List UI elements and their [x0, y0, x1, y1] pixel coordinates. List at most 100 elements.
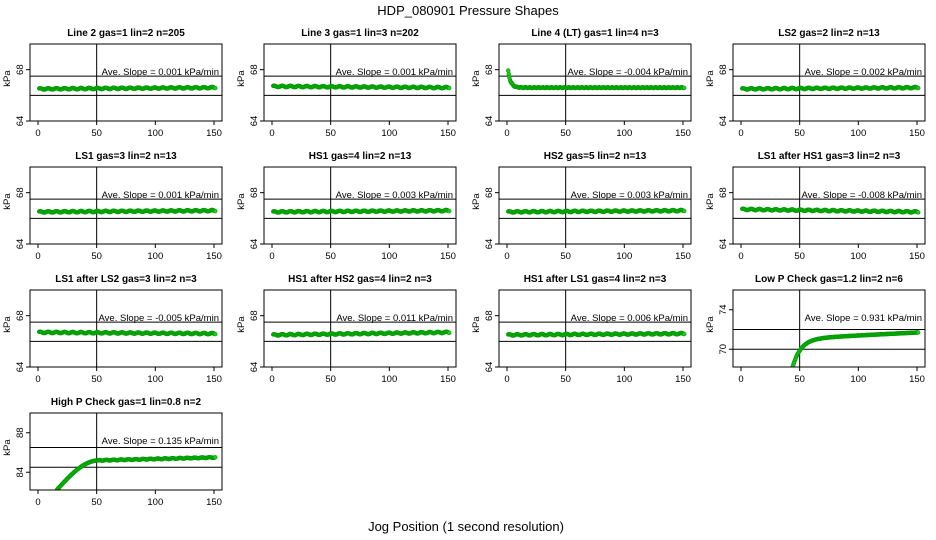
panel-title: HS2 gas=5 lin=2 n=13 — [544, 151, 647, 162]
x-tick-label: 100 — [147, 374, 163, 385]
point-series — [271, 83, 452, 91]
x-tick-label: 50 — [325, 251, 336, 262]
y-tick-label: 64 — [249, 239, 260, 250]
x-tick-label: 100 — [147, 128, 163, 139]
panel-frame — [29, 289, 223, 368]
x-tick-label: 50 — [325, 374, 336, 385]
slope-annotation: Ave. Slope = 0.001 kPa/min — [102, 190, 219, 201]
slope-annotation: Ave. Slope = 0.002 kPa/min — [805, 67, 922, 78]
x-tick-label: 150 — [440, 374, 456, 385]
chart-panel: Low P Check gas=1.2 lin=2 n=6 Ave. Slope … — [705, 274, 926, 385]
x-tick-label: 50 — [560, 128, 571, 139]
x-tick-label: 0 — [738, 251, 743, 262]
panel-title: HS1 gas=4 lin=2 n=13 — [309, 151, 412, 162]
y-tick-label: 64 — [484, 116, 495, 127]
x-tick-label: 150 — [675, 251, 691, 262]
panel-frame — [263, 166, 457, 245]
y-axis-label: kPa — [2, 193, 13, 210]
data-point — [447, 330, 452, 335]
chart-panel: HS2 gas=5 lin=2 n=13 Ave. Slope = 0.003 k… — [471, 151, 692, 262]
x-tick-label: 100 — [381, 374, 397, 385]
y-axis-label: kPa — [2, 439, 13, 456]
y-axis-label: kPa — [471, 193, 482, 210]
y-tick-label: 68 — [718, 187, 729, 198]
panel-frame — [732, 166, 926, 245]
figure-title: HDP_080901 Pressure Shapes — [377, 3, 559, 18]
x-tick-label: 150 — [206, 497, 222, 508]
chart-panel: Line 2 gas=1 lin=2 n=205 Ave. Slope = 0.0… — [2, 28, 223, 139]
y-axis-label: kPa — [236, 316, 247, 333]
y-axis-label: kPa — [705, 193, 716, 210]
slope-annotation: Ave. Slope = -0.008 kPa/min — [802, 190, 923, 201]
y-tick-label: 64 — [15, 362, 26, 373]
chart-panel: Line 3 gas=1 lin=3 n=202 Ave. Slope = 0.0… — [236, 28, 457, 139]
slope-annotation: Ave. Slope = 0.003 kPa/min — [571, 190, 688, 201]
point-series — [271, 329, 452, 338]
x-tick-label: 100 — [147, 251, 163, 262]
panel-grid: Line 2 gas=1 lin=2 n=205 Ave. Slope = 0.0… — [2, 28, 926, 508]
point-series — [36, 207, 218, 215]
data-point — [681, 331, 687, 337]
y-tick-label: 68 — [15, 187, 26, 198]
x-tick-label: 100 — [850, 374, 866, 385]
data-point — [681, 208, 687, 214]
panel-frame — [498, 43, 692, 122]
x-tick-label: 150 — [909, 374, 925, 385]
y-tick-label: 64 — [15, 239, 26, 250]
data-point — [213, 331, 218, 337]
data-point — [213, 208, 218, 214]
data-point — [447, 85, 452, 91]
chart-panel: High P Check gas=1 lin=0.8 n=2 Ave. Slope… — [2, 397, 223, 508]
point-series — [506, 68, 687, 91]
y-axis-label: kPa — [705, 316, 716, 333]
x-tick-label: 100 — [616, 374, 632, 385]
y-tick-label: 64 — [249, 116, 260, 127]
point-series — [36, 84, 218, 92]
point-series — [506, 207, 687, 215]
data-point — [447, 208, 452, 214]
y-axis-label: kPa — [236, 70, 247, 87]
panel-frame — [29, 166, 223, 245]
x-tick-label: 50 — [560, 374, 571, 385]
panel-frame — [29, 412, 223, 491]
y-tick-label: 70 — [718, 344, 729, 355]
chart-panel: LS1 after HS1 gas=3 lin=2 n=3 Ave. Slope … — [705, 151, 926, 262]
point-series — [271, 207, 452, 215]
point-series — [54, 455, 218, 490]
x-tick-label: 100 — [147, 497, 163, 508]
point-series — [739, 84, 921, 92]
panel-title: LS1 after HS1 gas=3 lin=2 n=3 — [758, 151, 901, 162]
y-tick-label: 88 — [15, 427, 26, 438]
x-tick-label: 0 — [35, 128, 40, 139]
x-tick-label: 100 — [381, 251, 397, 262]
y-axis-label: kPa — [236, 193, 247, 210]
panel-frame — [498, 166, 692, 245]
y-axis-label: kPa — [705, 70, 716, 87]
x-tick-label: 50 — [794, 128, 805, 139]
x-tick-label: 50 — [794, 374, 805, 385]
x-tick-label: 50 — [91, 497, 102, 508]
x-tick-label: 150 — [206, 374, 222, 385]
chart-panel: LS1 after LS2 gas=3 lin=2 n=3 Ave. Slope … — [2, 274, 223, 385]
data-point — [915, 330, 921, 335]
x-tick-label: 0 — [269, 374, 274, 385]
panel-title: Line 2 gas=1 lin=2 n=205 — [67, 28, 185, 39]
x-tick-label: 50 — [325, 128, 336, 139]
slope-annotation: Ave. Slope = 0.135 kPa/min — [102, 436, 219, 447]
slope-annotation: Ave. Slope = 0.011 kPa/min — [336, 313, 453, 324]
slope-annotation: Ave. Slope = -0.005 kPa/min — [99, 313, 220, 324]
panel-frame — [263, 43, 457, 122]
data-point — [915, 210, 921, 215]
slope-annotation: Ave. Slope = 0.006 kPa/min — [571, 313, 688, 324]
chart-panel: HS1 after HS2 gas=4 lin=2 n=3 Ave. Slope … — [236, 274, 457, 385]
data-point — [915, 85, 921, 91]
data-point — [506, 68, 511, 73]
x-tick-label: 150 — [206, 128, 222, 139]
data-point — [213, 455, 218, 460]
y-tick-label: 64 — [484, 362, 495, 373]
x-tick-label: 100 — [381, 128, 397, 139]
x-tick-label: 150 — [909, 128, 925, 139]
x-tick-label: 100 — [616, 251, 632, 262]
x-tick-label: 0 — [738, 374, 743, 385]
panel-title: Line 4 (LT) gas=1 lin=4 n=3 — [531, 28, 659, 39]
